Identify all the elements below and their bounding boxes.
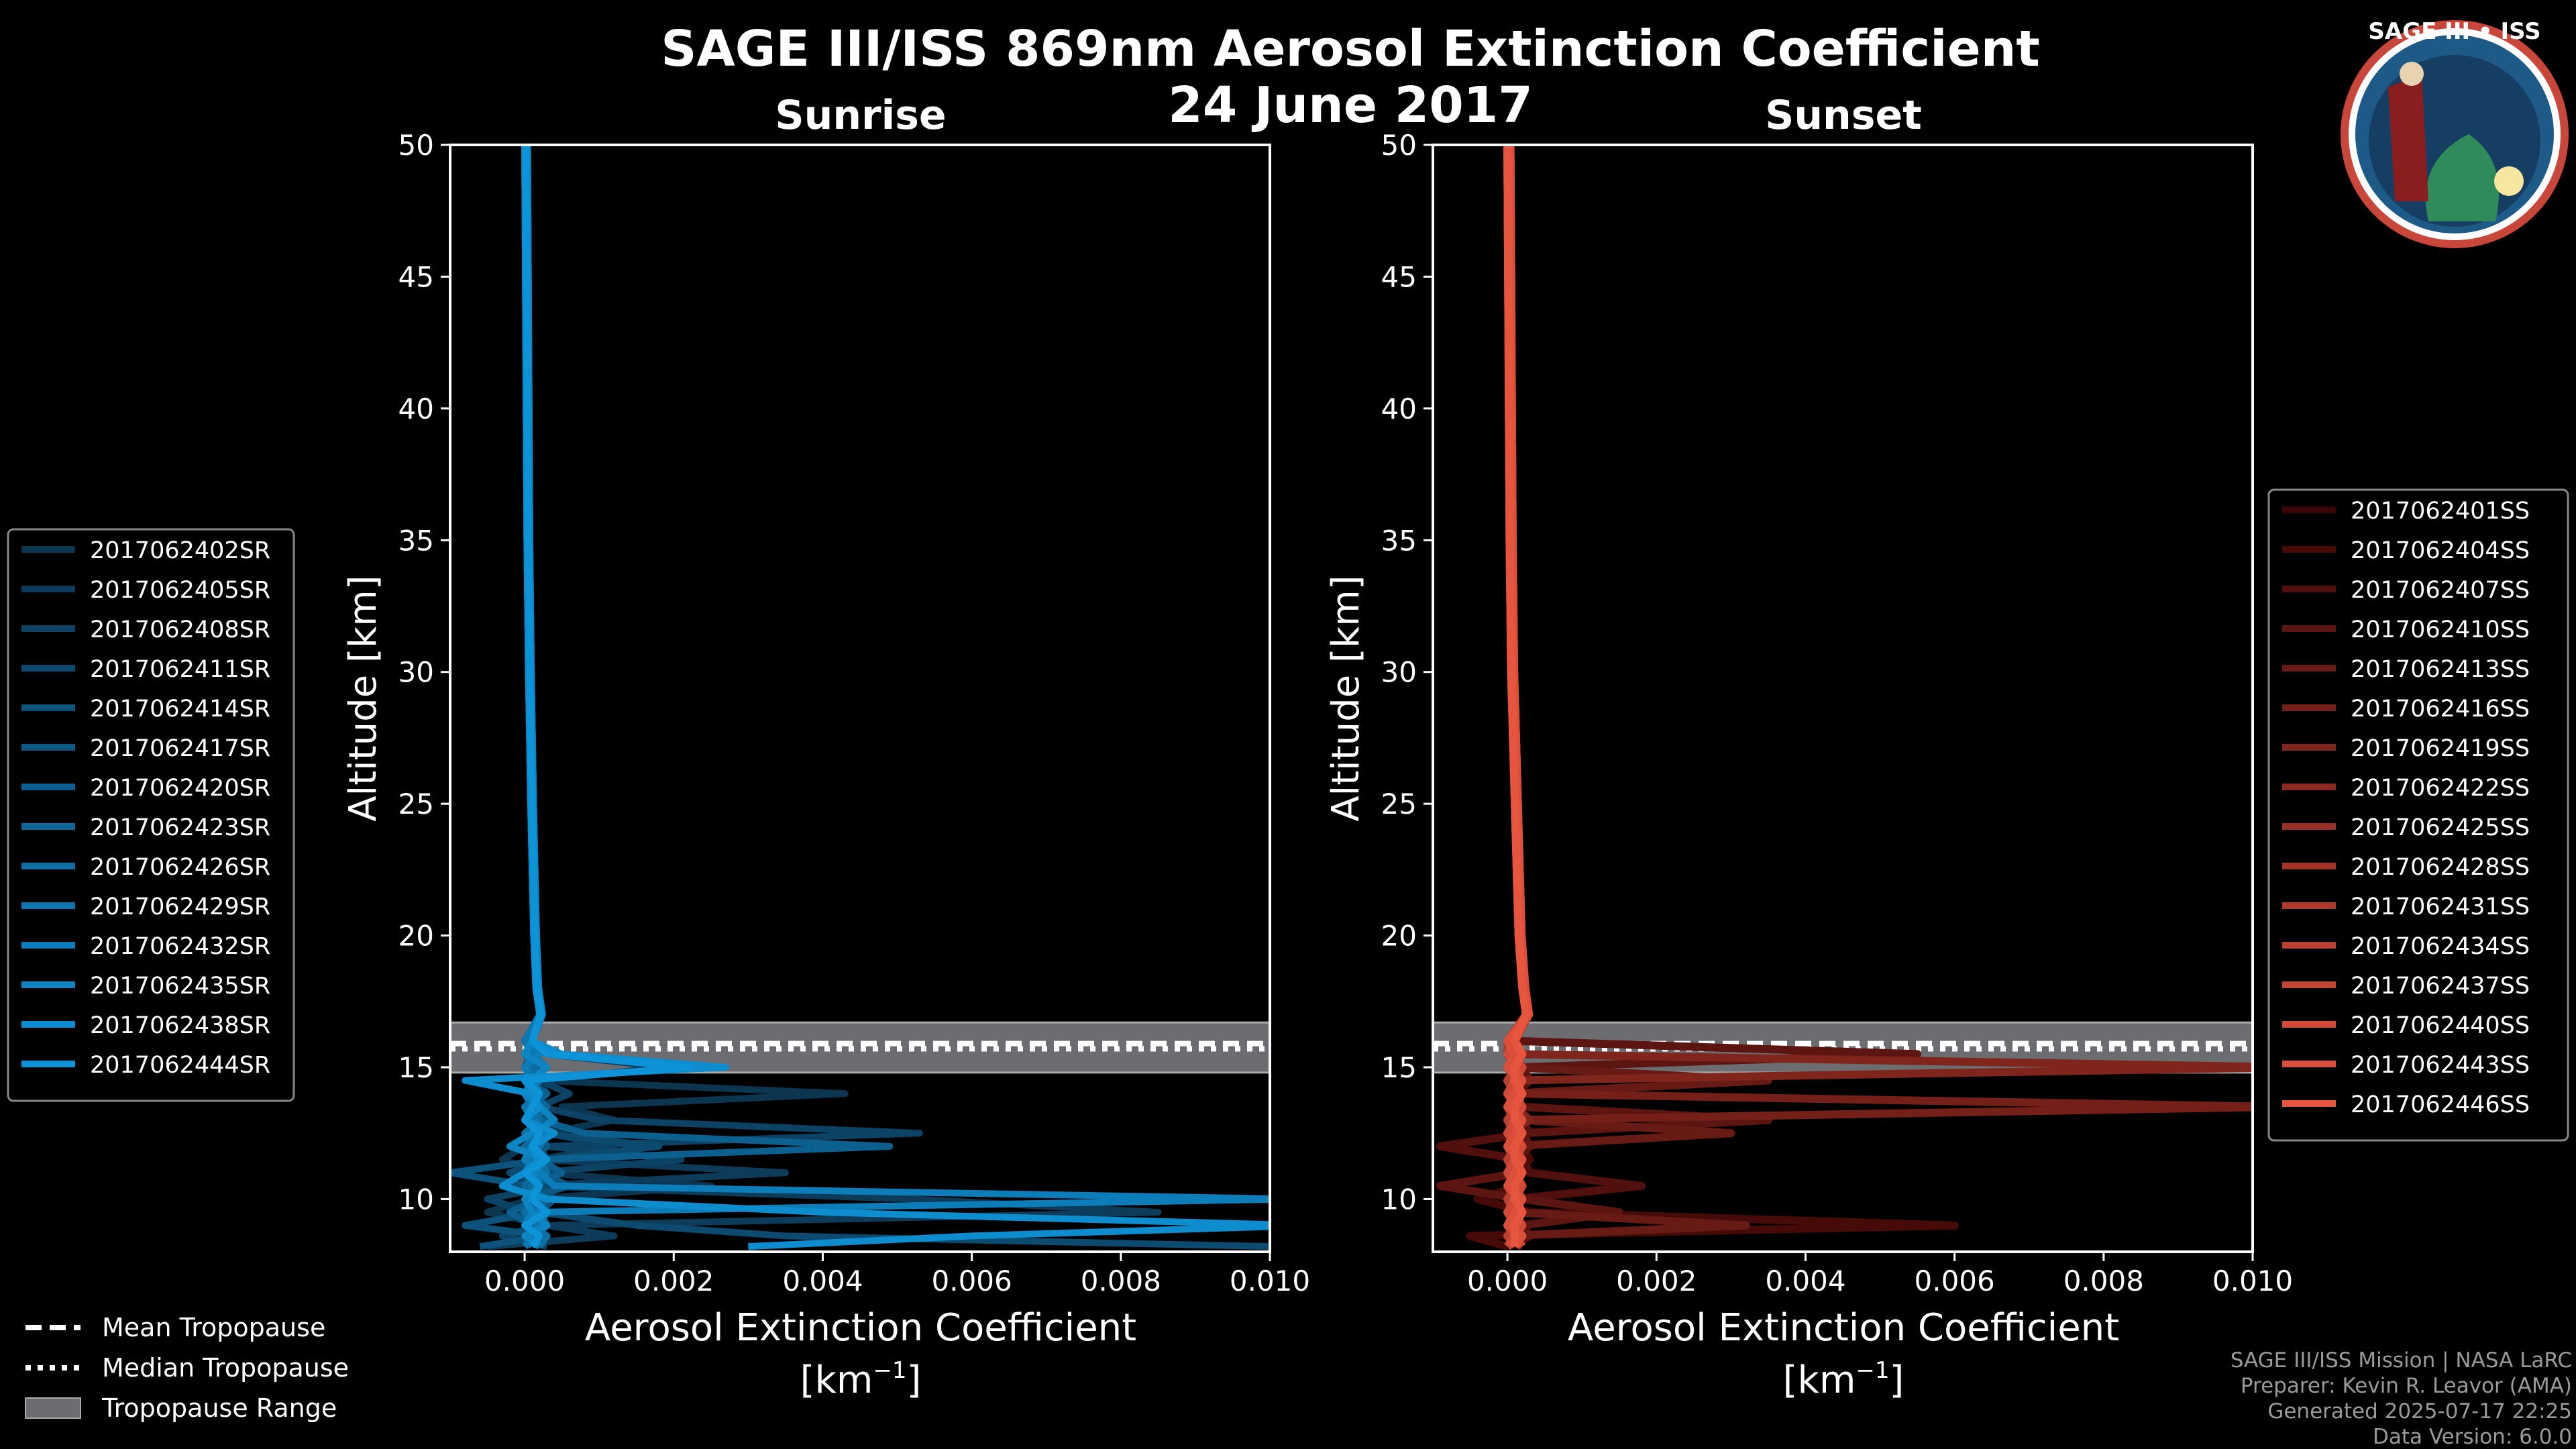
sunrise-y-tick-label: 50 (398, 129, 434, 162)
sunset-x-tick-label: 0.010 (2212, 1265, 2293, 1297)
median-tropopause-label: Median Tropopause (102, 1353, 349, 1383)
sunset-y-tick-label: 35 (1381, 524, 1417, 557)
sunrise-x-tick-label: 0.000 (484, 1265, 565, 1297)
sunset-legend-label: 2017062446SS (2351, 1091, 2530, 1118)
sunset-legend-label: 2017062419SS (2351, 735, 2530, 762)
sunrise-legend-label: 2017062426SR (90, 854, 270, 881)
sunset-legend-label: 2017062416SS (2351, 696, 2530, 722)
sunrise-x-tick-label: 0.002 (633, 1265, 714, 1297)
sunset-panel-title: Sunset (1765, 92, 1922, 139)
sunrise-x-tick-label: 0.010 (1230, 1265, 1310, 1297)
sunrise-legend-label: 2017062429SR (90, 894, 270, 920)
sunset-y-tick-label: 25 (1381, 788, 1417, 820)
sunset-legend-label: 2017062440SS (2351, 1012, 2530, 1039)
sunrise-x-tick-label: 0.004 (782, 1265, 863, 1297)
sunset-y-tick-label: 15 (1381, 1051, 1417, 1084)
footer-mission: SAGE III/ISS Mission | NASA LaRC (2231, 1348, 2572, 1373)
sunrise-profile-2017062444SR (521, 145, 692, 1249)
sunset-x-tick-label: 0.000 (1467, 1265, 1548, 1297)
sunrise-panel: 0.000 0.002 0.004 0.006 0.008 0.010 10 15 20 25 30… (398, 129, 1311, 1297)
sunset-legend-label: 2017062401SS (2351, 498, 2530, 525)
tropopause-range-label: Tropopause Range (101, 1393, 337, 1423)
sunrise-legend-label: 2017062420SR (90, 775, 270, 802)
sunset-y-tick-label: 10 (1381, 1183, 1417, 1216)
sunset-legend-label: 2017062434SS (2351, 933, 2530, 960)
sunrise-y-tick-label: 30 (398, 656, 434, 689)
sunset-legend-label: 2017062422SS (2351, 775, 2530, 802)
sunrise-legend-label: 2017062414SR (90, 696, 270, 722)
sunrise-panel-title: Sunrise (775, 92, 946, 139)
sunrise-legend-label: 2017062423SR (90, 814, 270, 841)
sunrise-legend-label: 2017062417SR (90, 735, 270, 762)
sunset-legend: 2017062401SS 2017062404SS 2017062407SS 2017… (2267, 488, 2569, 1142)
logo-text: SAGE III • ISS (2368, 18, 2540, 45)
sunset-x-tick-label: 0.008 (2063, 1265, 2144, 1297)
sunset-y-tick-label: 50 (1381, 129, 1417, 162)
sunset-x-tick-label: 0.002 (1616, 1265, 1697, 1297)
sunset-axes-frame (1432, 144, 2254, 1253)
sunset-legend-label: 2017062407SS (2351, 577, 2530, 604)
sunrise-legend-label: 2017062444SR (90, 1052, 270, 1079)
sunrise-y-tick-label: 40 (398, 392, 434, 425)
sunrise-legend-label: 2017062438SR (90, 1012, 270, 1039)
sunset-legend-label: 2017062428SS (2351, 854, 2530, 881)
sunset-y-tick-label: 45 (1381, 260, 1417, 293)
sunset-panel: 0.000 0.002 0.004 0.006 0.008 0.010 10 15 20 25 30… (1381, 129, 2294, 1297)
figure-title: SAGE III/ISS 869nm Aerosol Extinction Co… (661, 20, 2040, 78)
sunset-y-axis-label: Altitude [km] (1324, 575, 1368, 821)
sunrise-legend-label: 2017062411SR (90, 656, 270, 683)
sunrise-axes-frame (449, 144, 1271, 1253)
footer-credits: SAGE III/ISS Mission | NASA LaRC Prepare… (2231, 1348, 2572, 1449)
sunrise-y-tick-label: 15 (398, 1051, 434, 1084)
sunset-legend-frame (2267, 488, 2569, 1142)
sunrise-legend-label: 2017062432SR (90, 933, 270, 960)
footer-generated: Generated 2025-07-17 22:25 (2267, 1399, 2572, 1424)
sunset-profile-2017062419SS (1503, 145, 2253, 1249)
sunset-plot-area (1433, 145, 2253, 1250)
tropopause-range-swatch (25, 1397, 81, 1419)
sunrise-y-tick-label: 10 (398, 1183, 434, 1216)
sunset-y-tick-label: 30 (1381, 656, 1417, 689)
sunrise-plot-area (450, 145, 1270, 1250)
sunrise-y-tick-label: 35 (398, 524, 434, 557)
sunset-y-tick-label: 20 (1381, 920, 1417, 953)
sunset-legend-label: 2017062443SS (2351, 1052, 2530, 1079)
sunset-x-tick-label: 0.004 (1765, 1265, 1845, 1297)
sunset-x-tick-label: 0.006 (1915, 1265, 1995, 1297)
sunset-profile-2017062446SS (1503, 145, 1530, 1247)
sunset-legend-label: 2017062404SS (2351, 537, 2530, 564)
sunset-legend-label: 2017062413SS (2351, 656, 2530, 683)
figure-date: 24 June 2017 (1168, 76, 1533, 134)
sage-iii-iss-mission-logo: SAGE III • ISS (2341, 18, 2569, 248)
sunset-legend-label: 2017062431SS (2351, 894, 2530, 920)
sunset-x-axis-label: Aerosol Extinction Coefficient (1568, 1306, 2119, 1350)
sunrise-x-tick-label: 0.008 (1081, 1265, 1161, 1297)
tropopause-legend: Mean Tropopause Median Tropopause Tropop… (25, 1313, 349, 1423)
sunrise-x-axis-unit: [km−1] (800, 1357, 922, 1402)
sunrise-legend-label: 2017062402SR (90, 537, 270, 564)
sunset-legend-label: 2017062437SS (2351, 973, 2530, 1000)
sunrise-y-tick-label: 45 (398, 260, 434, 293)
sunrise-legend-label: 2017062435SR (90, 973, 270, 1000)
sunrise-profile-2017062432SR (521, 145, 1270, 1249)
sunrise-legend-label: 2017062408SR (90, 616, 270, 643)
sunrise-legend-label: 2017062405SR (90, 577, 270, 604)
footer-preparer: Preparer: Kevin R. Leavor (AMA) (2241, 1374, 2572, 1398)
sunrise-y-tick-label: 20 (398, 920, 434, 953)
sunset-legend-label: 2017062425SS (2351, 814, 2530, 841)
sunrise-y-axis-label: Altitude [km] (341, 575, 385, 821)
sunset-x-axis-unit: [km−1] (1783, 1357, 1904, 1402)
sunrise-x-tick-label: 0.006 (932, 1265, 1012, 1297)
sunset-legend-label: 2017062410SS (2351, 616, 2530, 643)
sunrise-legend: 2017062402SR 2017062405SR 2017062408SR 2017… (7, 528, 295, 1102)
sunrise-x-axis-label: Aerosol Extinction Coefficient (585, 1306, 1136, 1350)
sunrise-y-tick-label: 25 (398, 788, 434, 820)
sunrise-legend-frame (7, 528, 295, 1102)
sunset-y-tick-label: 40 (1381, 392, 1417, 425)
footer-version: Data Version: 6.0.0 (2373, 1425, 2572, 1449)
mean-tropopause-label: Mean Tropopause (102, 1313, 325, 1342)
